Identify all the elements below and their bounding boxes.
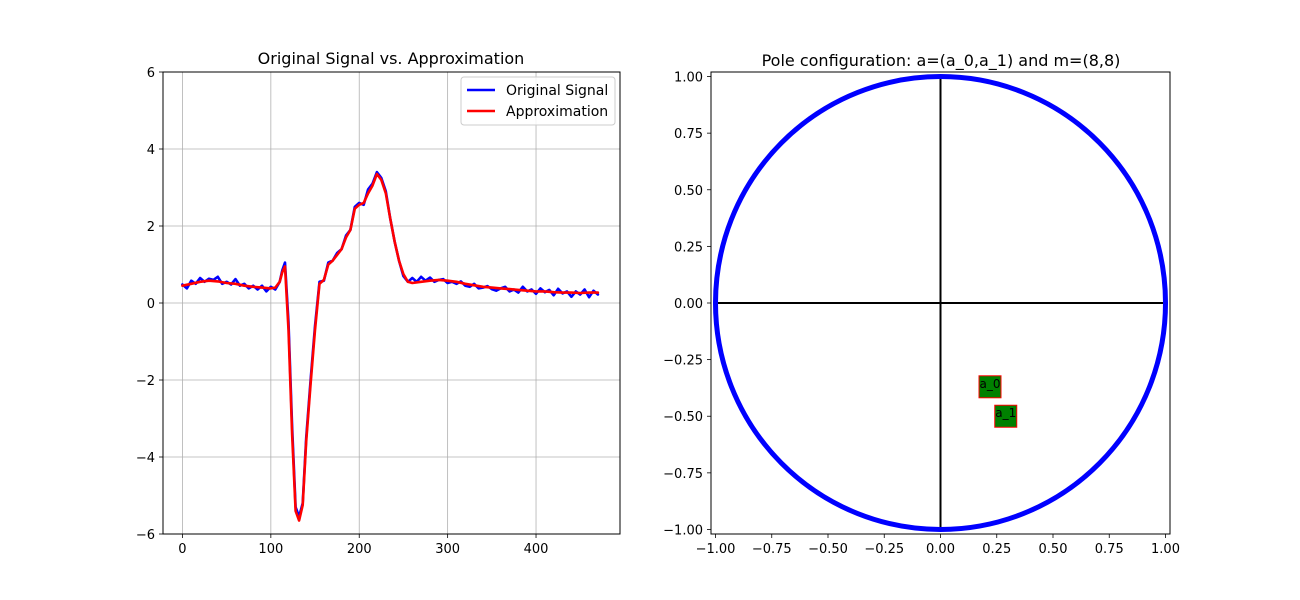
signal-y-tick-label: −2	[136, 374, 155, 389]
pole-x-tick-label: 0.75	[1095, 542, 1124, 557]
signal-x-tick-label: 100	[258, 542, 283, 557]
pole-y-tick-label: −1.00	[663, 523, 703, 538]
pole-y-tick-label: 1.00	[674, 71, 703, 86]
pole-y-tick-label: −0.25	[663, 354, 703, 369]
signal-legend: Original Signal Approximation	[460, 76, 616, 126]
signal-x-tick-label: 300	[435, 542, 460, 557]
legend-box	[460, 76, 616, 126]
pole-x-tick-label: −1.00	[696, 542, 736, 557]
pole-y-tick-label: 0.00	[674, 297, 703, 312]
pole-marker-square	[978, 375, 1002, 399]
pole-marker-a0: a_0	[978, 375, 1002, 399]
legend-label-original: Original Signal	[506, 83, 608, 99]
signal-y-tick-label: 0	[147, 297, 155, 312]
pole-marker-a1: a_1	[994, 404, 1018, 428]
pole-y-tick-label: −0.75	[663, 467, 703, 482]
pole-y-tick-label: 0.50	[674, 184, 703, 199]
signal-y-tick-label: −6	[136, 528, 155, 543]
signal-y-tick-label: 2	[147, 220, 155, 235]
signal-x-tick-label: 400	[524, 542, 549, 557]
legend-label-approximation: Approximation	[506, 104, 608, 120]
signal-chart: Original Signal vs. Approximation 0 100 20…	[136, 49, 621, 557]
approximation-line	[181, 172, 600, 522]
unit-circle	[713, 74, 1168, 532]
pole-x-tick-label: 0.00	[926, 542, 955, 557]
pole-x-ticks: −1.00 −0.75 −0.50 −0.25 0.00 0.25 0.50 0.75 1.00	[696, 534, 1180, 557]
pole-x-tick-label: −0.50	[808, 542, 848, 557]
pole-x-tick-label: 0.50	[1039, 542, 1068, 557]
pole-plot-body: a_0 a_1	[713, 74, 1168, 532]
signal-x-tick-label: 0	[178, 542, 186, 557]
pole-y-tick-label: 0.25	[674, 240, 703, 255]
signal-y-tick-label: 4	[147, 143, 155, 158]
signal-x-tick-label: 200	[347, 542, 372, 557]
pole-x-tick-label: 1.00	[1151, 542, 1180, 557]
signal-x-ticks: 0 100 200 300 400	[178, 534, 548, 557]
signal-y-ticks: −6 −4 −2 0 2 4 6	[136, 66, 163, 543]
signal-chart-title: Original Signal vs. Approximation	[258, 49, 525, 68]
signal-y-tick-label: 6	[147, 66, 155, 81]
pole-marker-label: a_1	[995, 406, 1016, 420]
pole-x-tick-label: −0.75	[752, 542, 792, 557]
pole-y-ticks: 1.00 0.75 0.50 0.25 0.00 −0.25 −0.50 −0.75 −1.00	[663, 71, 711, 538]
pole-marker-square	[994, 404, 1018, 428]
pole-y-tick-label: 0.75	[674, 127, 703, 142]
pole-marker-label: a_0	[980, 377, 1001, 391]
signal-series	[181, 170, 600, 522]
pole-y-tick-label: −0.50	[663, 410, 703, 425]
pole-x-tick-label: 0.25	[982, 542, 1011, 557]
pole-chart-title: Pole configuration: a=(a_0,a_1) and m=(8…	[762, 51, 1121, 71]
pole-chart: Pole configuration: a=(a_0,a_1) and m=(8…	[663, 51, 1180, 557]
signal-y-tick-label: −4	[136, 451, 155, 466]
pole-x-tick-label: −0.25	[864, 542, 904, 557]
